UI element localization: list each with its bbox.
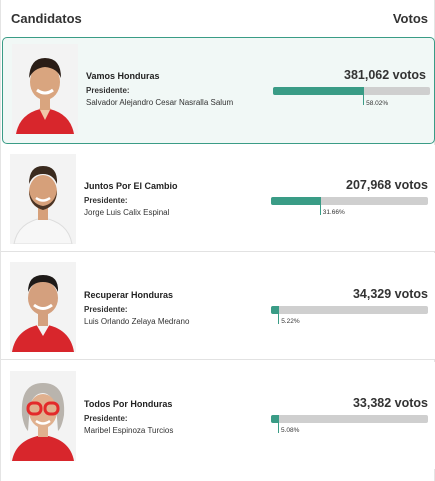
vote-progress-fill bbox=[271, 197, 321, 205]
votes-column-header: Votos bbox=[392, 11, 428, 26]
candidate-row[interactable]: Todos Por Honduras Presidente: Maribel E… bbox=[1, 362, 435, 469]
vote-count: 381,062 votos bbox=[344, 68, 426, 82]
candidate-info: Recuperar Honduras Presidente: Luis Orla… bbox=[84, 290, 189, 326]
vote-progress-bar bbox=[271, 306, 428, 314]
party-name: Vamos Honduras bbox=[86, 71, 160, 81]
candidate-photo bbox=[12, 44, 78, 134]
candidate-photo bbox=[10, 262, 76, 352]
candidate-row[interactable]: Vamos Honduras Presidente: Salvador Alej… bbox=[2, 37, 435, 144]
vote-progress-bar bbox=[271, 197, 428, 205]
vote-progress-bar bbox=[271, 415, 428, 423]
president-name: Maribel Espinoza Turcios bbox=[84, 426, 174, 435]
percent-tick bbox=[277, 415, 279, 433]
vote-progress-fill bbox=[271, 306, 280, 314]
candidate-info: Juntos Por El Cambio Presidente: Jorge L… bbox=[84, 181, 178, 217]
president-label: Presidente: bbox=[86, 86, 130, 95]
president-name: Salvador Alejandro Cesar Nasralla Salum bbox=[86, 98, 234, 107]
vote-progress-fill bbox=[273, 87, 365, 95]
results-header: Candidatos Votos bbox=[1, 0, 435, 36]
percent-label: 58.02% bbox=[366, 100, 389, 107]
party-name: Todos Por Honduras bbox=[84, 399, 173, 409]
party-name: Juntos Por El Cambio bbox=[84, 181, 178, 191]
percent-label: 5.22% bbox=[281, 318, 300, 325]
president-label: Presidente: bbox=[84, 305, 128, 314]
candidate-row[interactable]: Juntos Por El Cambio Presidente: Jorge L… bbox=[1, 145, 435, 252]
president-name: Jorge Luis Calix Espinal bbox=[84, 208, 170, 217]
vote-count: 207,968 votos bbox=[346, 178, 428, 192]
candidate-info: Vamos Honduras Presidente: Salvador Alej… bbox=[86, 71, 233, 107]
vote-progress-fill bbox=[271, 415, 279, 423]
party-name: Recuperar Honduras bbox=[84, 290, 174, 300]
president-label: Presidente: bbox=[84, 414, 128, 423]
candidate-info: Todos Por Honduras Presidente: Maribel E… bbox=[84, 399, 173, 435]
percent-label: 31.66% bbox=[322, 209, 345, 216]
percent-tick bbox=[363, 87, 365, 105]
candidate-photo bbox=[10, 154, 76, 244]
candidate-photo bbox=[10, 371, 76, 461]
vote-count: 33,382 votos bbox=[352, 396, 428, 410]
president-name: Luis Orlando Zelaya Medrano bbox=[84, 317, 190, 326]
vote-progress-bar bbox=[273, 87, 430, 95]
percent-tick bbox=[278, 306, 280, 324]
percent-tick bbox=[319, 197, 321, 215]
president-label: Presidente: bbox=[84, 196, 128, 205]
percent-label: 5.08% bbox=[280, 427, 300, 434]
candidate-row[interactable]: Recuperar Honduras Presidente: Luis Orla… bbox=[1, 253, 435, 360]
vote-count: 34,329 votos bbox=[352, 287, 428, 301]
candidates-column-header: Candidatos bbox=[11, 11, 82, 26]
